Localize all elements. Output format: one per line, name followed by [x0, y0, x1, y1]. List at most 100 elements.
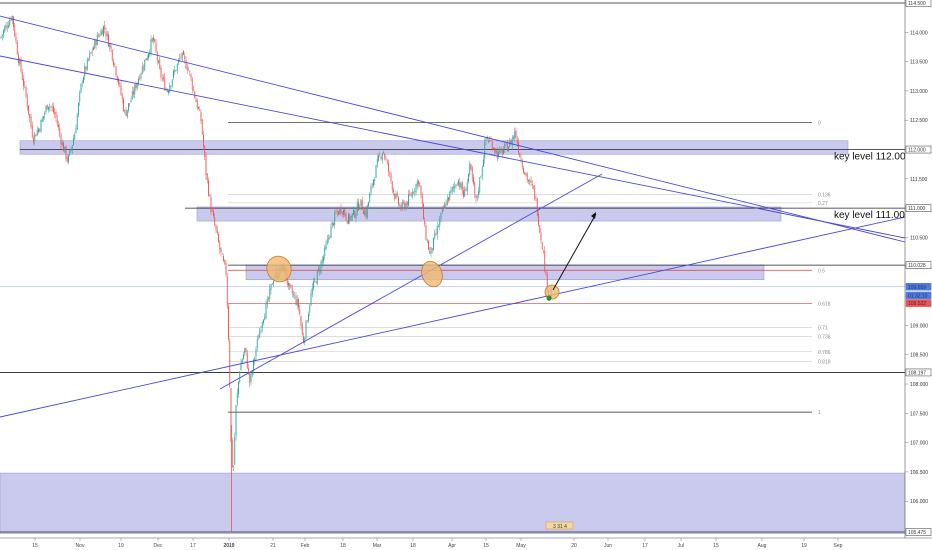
- candle-body: [80, 83, 82, 93]
- date-tick-label: Jul: [678, 543, 684, 549]
- candle-body: [88, 58, 89, 60]
- candle-body: [166, 89, 168, 92]
- candle-body: [4, 27, 6, 32]
- candle-body: [530, 179, 532, 183]
- candle-body: [410, 194, 412, 196]
- price-tag-box: [905, 145, 932, 154]
- candle-body: [490, 139, 492, 142]
- candle-body: [84, 66, 86, 77]
- candle-body: [180, 56, 182, 58]
- date-tick-label: Mar: [373, 543, 382, 549]
- candle-body: [45, 106, 47, 113]
- fib-label-0.736: 0.736: [818, 335, 831, 341]
- candle-body: [529, 180, 531, 182]
- candle-body: [478, 191, 479, 195]
- candle-body: [159, 59, 161, 69]
- candle-body: [115, 66, 117, 76]
- candle-body: [195, 98, 197, 102]
- candle-body: [79, 92, 81, 102]
- candle-body: [499, 149, 501, 154]
- price-tag-label: 110.028: [908, 263, 926, 269]
- candle-body: [411, 191, 413, 198]
- candle-body: [289, 283, 291, 287]
- price-tick-label: 112.500: [910, 118, 928, 124]
- candle-body: [371, 184, 373, 186]
- price-tag-box: [905, 299, 932, 307]
- candle-body: [113, 61, 114, 66]
- candle-body: [421, 194, 423, 204]
- candle-body: [224, 259, 226, 264]
- projection-arrow: [552, 213, 597, 291]
- candle-body: [154, 39, 156, 43]
- candle-body: [59, 127, 61, 135]
- candle-body: [523, 168, 524, 173]
- candle-body: [63, 142, 64, 152]
- annotations-layer: key level 112.000 key level 111.000 3 31 4: [0, 15, 912, 530]
- candle-body: [194, 91, 196, 98]
- candle-body: [449, 191, 451, 200]
- candle-body: [391, 181, 393, 191]
- candle-body: [324, 247, 326, 257]
- candle-body: [178, 59, 179, 63]
- candle-body: [55, 112, 57, 119]
- candle-body: [5, 24, 7, 29]
- candle-body: [223, 256, 224, 261]
- candle-body: [353, 209, 354, 215]
- candle-body: [236, 392, 238, 405]
- candle-body: [494, 148, 496, 153]
- candle-body: [81, 82, 83, 83]
- candle-body: [546, 274, 548, 292]
- candle-body: [243, 354, 244, 359]
- candle-body: [51, 107, 53, 109]
- candle-body: [148, 53, 149, 58]
- candle-body: [323, 256, 324, 261]
- candle-body: [58, 124, 59, 128]
- date-tick-label: Apr: [448, 543, 456, 549]
- candle-body: [94, 39, 96, 49]
- candle-body: [351, 213, 353, 218]
- candle-body: [373, 179, 374, 186]
- candle-body: [395, 194, 397, 199]
- candle-body: [14, 25, 16, 37]
- date-tick-label: 18: [410, 543, 416, 549]
- candle-body: [175, 70, 177, 71]
- candle-body: [28, 105, 29, 114]
- candle-body: [308, 314, 309, 321]
- candle-body: [248, 368, 249, 371]
- candle-body: [346, 220, 348, 224]
- candle-body: [428, 240, 429, 251]
- candle-body: [263, 319, 264, 324]
- candle-body: [3, 30, 4, 35]
- candle-body: [333, 222, 334, 226]
- candle-body: [314, 280, 316, 281]
- key-level-label-2: key level 111.000: [834, 210, 911, 221]
- fib-layer: 0 0.136 0.27 0.5 0.618 0.71 0.736 0.786 0.818 1: [228, 121, 831, 416]
- candle-body: [334, 212, 336, 225]
- candle-body: [399, 204, 401, 206]
- candle-body: [254, 357, 256, 362]
- candle-body: [161, 78, 163, 79]
- candle-body: [393, 189, 394, 193]
- candle-body: [36, 130, 38, 136]
- candle-body: [109, 44, 111, 48]
- candle-body: [138, 78, 139, 85]
- candle-body: [366, 205, 368, 218]
- candle-body: [543, 250, 544, 252]
- candle-body: [53, 106, 54, 113]
- candle-body: [219, 242, 221, 250]
- candle-body: [60, 134, 62, 145]
- date-tick-label: Jun: [604, 543, 612, 549]
- candle-body: [305, 320, 307, 339]
- candle-body: [368, 201, 369, 207]
- candle-body: [383, 152, 384, 154]
- candle-body: [385, 158, 387, 160]
- candle-body: [290, 285, 292, 289]
- candle-body: [401, 201, 403, 209]
- candle-body: [475, 194, 477, 199]
- candle-body: [245, 347, 247, 353]
- candle-body: [120, 84, 122, 95]
- candle-body: [86, 58, 88, 70]
- price-tick-label: 114.000: [910, 30, 928, 36]
- candle-body: [496, 150, 498, 159]
